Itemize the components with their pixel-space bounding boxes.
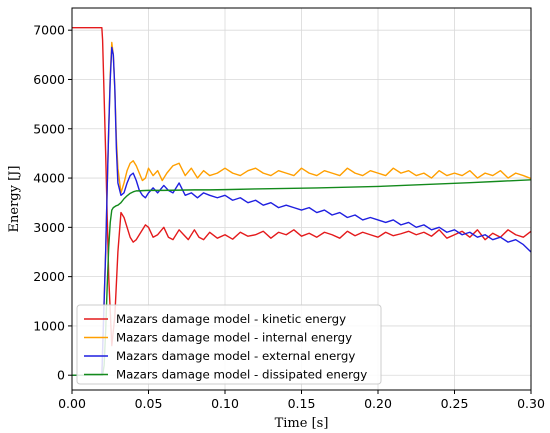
x-tick-label: 0.30 — [517, 396, 545, 411]
series-line-2 — [72, 41, 532, 376]
series-line-4 — [72, 179, 532, 376]
legend-entry: Mazars damage model - dissipated energy — [116, 368, 367, 382]
x-tick-label: 0.25 — [441, 396, 469, 411]
x-tick-label: 0.10 — [211, 396, 239, 411]
x-tick-label: 0.05 — [135, 396, 163, 411]
series-line-1 — [72, 27, 532, 347]
series-lines — [72, 27, 532, 376]
legend-box — [76, 304, 382, 385]
legend-entry: Mazars damage model - internal energy — [116, 331, 352, 345]
y-tick-label: 4000 — [33, 171, 65, 186]
x-tick-label: 0.15 — [288, 396, 316, 411]
y-tick-label: 5000 — [33, 121, 65, 136]
legend: Mazars damage model - kinetic energy Maza… — [76, 304, 382, 385]
y-tick-label: 1000 — [33, 318, 65, 333]
y-tick-label: 7000 — [33, 23, 65, 38]
y-tick-label: 3000 — [33, 220, 65, 235]
y-tick-label: 0 — [57, 368, 65, 383]
x-axis-label: Time [s] — [275, 416, 329, 431]
series-line-3 — [72, 46, 532, 376]
x-tick-label: 0.00 — [58, 396, 86, 411]
axis-ticks: 0.00 0.05 0.10 0.15 0.20 0.25 0.30 0 1000 2000 300… — [33, 23, 545, 411]
x-tick-label: 0.20 — [364, 396, 392, 411]
y-axis-label: Energy [J] — [7, 166, 22, 233]
y-tick-label: 2000 — [33, 269, 65, 284]
legend-entry: Mazars damage model - kinetic energy — [116, 312, 346, 326]
legend-entry: Mazars damage model - external energy — [116, 349, 355, 363]
y-tick-label: 6000 — [33, 72, 65, 87]
